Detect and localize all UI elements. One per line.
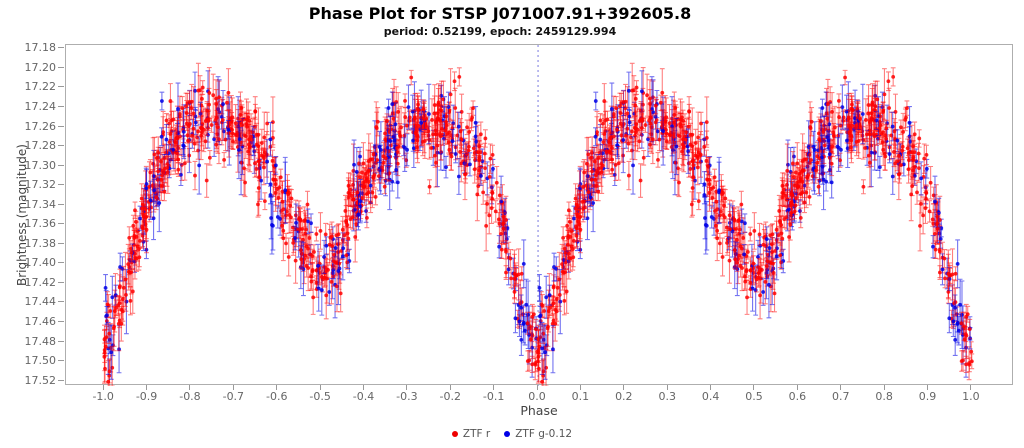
- legend-label: ZTF g-0.12: [515, 428, 573, 440]
- y-tick-mark: [58, 340, 64, 342]
- legend-item-ztf-g: ZTF g-0.12: [504, 428, 572, 440]
- x-tick-mark: [579, 385, 581, 390]
- y-tick-mark: [58, 125, 64, 127]
- y-tick-label: 17.46: [24, 314, 57, 328]
- x-tick-label: -0.3: [396, 390, 418, 403]
- x-tick-mark: [536, 385, 538, 390]
- x-tick-mark: [840, 385, 842, 390]
- x-tick-label: 0.9: [918, 390, 937, 403]
- x-tick-label: 0.5: [745, 390, 763, 403]
- y-tick-label: 17.44: [24, 295, 57, 309]
- y-tick-mark: [58, 223, 64, 225]
- x-tick-label: 0.6: [788, 390, 807, 403]
- x-tick-label: 0.3: [658, 390, 676, 403]
- x-tick-mark: [319, 385, 321, 390]
- x-axis-label: Phase: [520, 403, 558, 418]
- y-tick-label: 17.40: [24, 256, 57, 270]
- y-tick-label: 17.28: [24, 139, 57, 153]
- x-tick-label: 1.0: [962, 390, 980, 403]
- phase-plot-canvas: [66, 45, 1014, 386]
- x-tick-label: -0.5: [309, 390, 331, 403]
- x-tick-label: 0.2: [615, 390, 633, 403]
- x-tick-mark: [623, 385, 625, 390]
- y-tick-label: 17.48: [24, 334, 57, 348]
- x-tick-label: -0.6: [265, 390, 288, 403]
- x-tick-mark: [102, 385, 104, 390]
- y-tick-mark: [58, 320, 64, 322]
- x-tick-mark: [883, 385, 885, 390]
- x-tick-mark: [927, 385, 929, 390]
- y-tick-label: 17.30: [24, 158, 57, 172]
- y-tick-mark: [58, 86, 64, 88]
- y-tick-label: 17.32: [24, 178, 57, 192]
- x-tick-mark: [753, 385, 755, 390]
- y-tick-mark: [58, 106, 64, 108]
- y-tick-label: 17.20: [24, 60, 57, 74]
- y-tick-mark: [58, 66, 64, 68]
- y-tick-label: 17.34: [24, 197, 57, 211]
- y-tick-mark: [58, 242, 64, 244]
- x-tick-mark: [406, 385, 408, 390]
- y-tick-mark: [58, 281, 64, 283]
- y-tick-label: 17.22: [24, 80, 57, 94]
- y-tick-mark: [58, 164, 64, 166]
- y-tick-mark: [58, 184, 64, 186]
- y-tick-mark: [58, 301, 64, 303]
- legend-label: ZTF r: [462, 428, 491, 440]
- x-tick-label: 0.0: [528, 390, 546, 403]
- plot-area: [65, 44, 1014, 386]
- x-tick-mark: [970, 385, 972, 390]
- x-tick-mark: [796, 385, 798, 390]
- x-tick-mark: [493, 385, 495, 390]
- y-tick-label: 17.50: [24, 354, 57, 368]
- x-tick-mark: [710, 385, 712, 390]
- y-tick-mark: [58, 262, 64, 264]
- chart-title: Phase Plot for STSP J071007.91+392605.8: [308, 4, 692, 23]
- x-tick-label: -0.4: [352, 390, 375, 403]
- legend-item-ztf-r: ZTF r: [451, 428, 491, 440]
- x-tick-mark: [276, 385, 278, 390]
- x-tick-label: -0.8: [179, 390, 201, 403]
- y-tick-label: 17.38: [24, 236, 57, 250]
- chart-subtitle: period: 0.52199, epoch: 2459129.994: [383, 25, 617, 38]
- y-tick-label: 17.18: [24, 41, 57, 55]
- x-tick-label: -0.2: [439, 390, 461, 403]
- x-tick-mark: [189, 385, 191, 390]
- x-tick-label: 0.1: [571, 390, 590, 403]
- y-tick-mark: [58, 203, 64, 205]
- legend: ZTF r ZTF g-0.12: [0, 428, 1024, 440]
- legend-marker-icon: [504, 431, 511, 437]
- x-tick-mark: [666, 385, 668, 390]
- x-tick-mark: [449, 385, 451, 390]
- x-tick-label: -0.9: [135, 390, 158, 403]
- x-tick-label: 0.4: [701, 390, 720, 403]
- y-tick-label: 17.24: [24, 100, 57, 114]
- x-tick-label: 0.8: [875, 390, 893, 403]
- y-tick-label: 17.36: [24, 217, 57, 231]
- x-tick-mark: [146, 385, 148, 390]
- x-tick-label: -0.1: [482, 390, 505, 403]
- x-tick-mark: [232, 385, 234, 390]
- y-tick-label: 17.42: [24, 275, 57, 289]
- y-tick-mark: [58, 145, 64, 147]
- y-tick-label: 17.52: [24, 373, 57, 387]
- x-tick-label: 0.7: [832, 390, 850, 403]
- y-tick-mark: [58, 360, 64, 362]
- y-tick-mark: [58, 379, 64, 381]
- x-tick-label: -1.0: [92, 390, 114, 403]
- x-tick-label: -0.7: [222, 390, 245, 403]
- legend-marker-icon: [451, 431, 458, 437]
- y-tick-label: 17.26: [24, 119, 57, 133]
- y-tick-mark: [58, 47, 64, 49]
- x-tick-mark: [363, 385, 364, 390]
